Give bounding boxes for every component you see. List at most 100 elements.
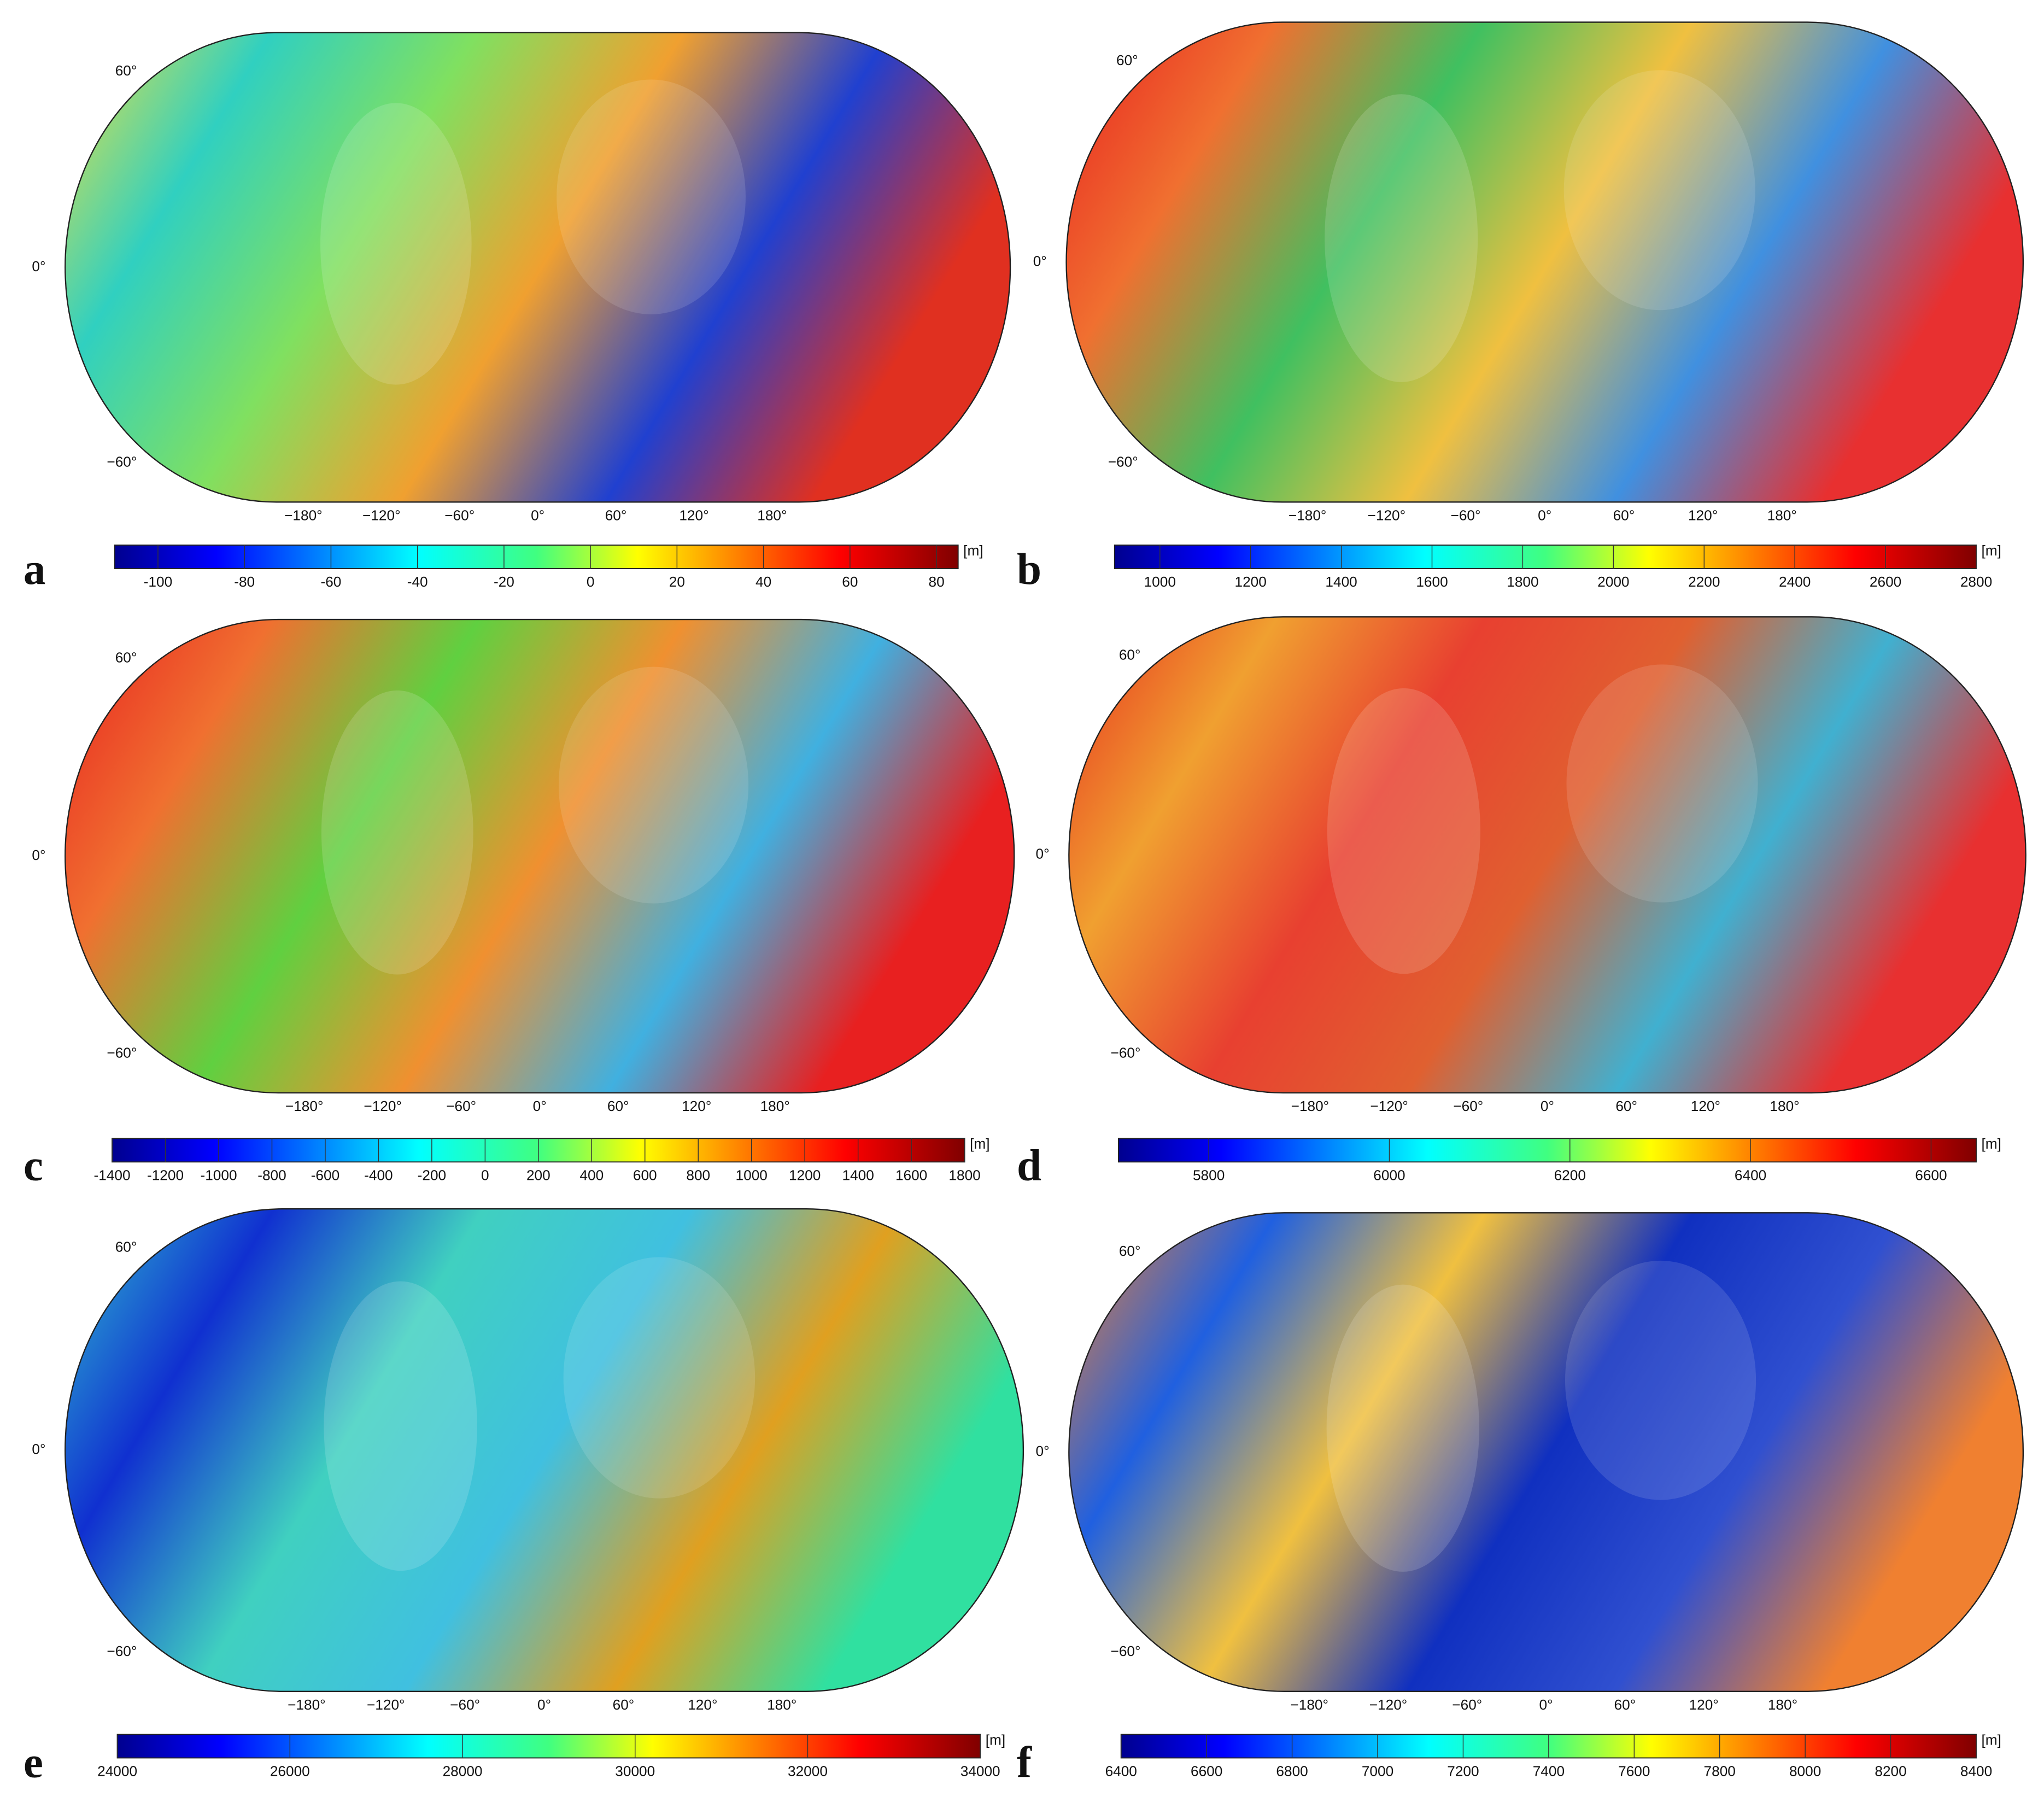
- map-shade: [1563, 70, 1755, 311]
- longitude-label: −60°: [446, 1098, 476, 1114]
- longitude-label: −180°: [1290, 1696, 1328, 1713]
- map-surface: [65, 32, 1011, 503]
- colorbar-tick-label: 32000: [788, 1763, 828, 1780]
- colorbar-tick-label: -600: [311, 1167, 339, 1183]
- colorbar-tick-label: 20: [669, 574, 685, 590]
- longitude-label: −180°: [288, 1696, 326, 1713]
- latitude-label: 60°: [115, 62, 137, 79]
- map-shade: [1327, 688, 1480, 974]
- latitude-label: 0°: [1036, 846, 1050, 862]
- colorbar-tick-label: 6400: [1105, 1763, 1137, 1780]
- colorbar-tick-label: -1400: [94, 1167, 131, 1183]
- colorbar-tick-label: -1000: [200, 1167, 237, 1183]
- longitude-label: 0°: [531, 507, 544, 524]
- colorbar-tick-label: 40: [755, 574, 771, 590]
- colorbar-tick-label: -400: [364, 1167, 393, 1183]
- latitude-label: 0°: [32, 847, 45, 863]
- colorbar-tick-label: 200: [526, 1167, 550, 1183]
- colorbar-tick-label: 8200: [1875, 1763, 1906, 1780]
- latitude-label: 0°: [1033, 253, 1047, 269]
- latitude-label: −60°: [107, 1044, 137, 1061]
- longitude-label: 60°: [1615, 1098, 1637, 1114]
- colorbar-tick-label: -80: [234, 574, 255, 590]
- longitude-label: 60°: [605, 507, 627, 524]
- colorbar-tick-label: 800: [686, 1167, 710, 1183]
- colorbar: [116, 1734, 981, 1759]
- colorbar-tick-label: 1000: [1144, 574, 1176, 590]
- longitude-label: 120°: [682, 1098, 711, 1114]
- longitude-label: 0°: [1539, 1696, 1553, 1713]
- colorbar-tick-label: 1800: [1507, 574, 1538, 590]
- latitude-label: −60°: [107, 454, 137, 470]
- longitude-label: 120°: [1689, 1696, 1719, 1713]
- colorbar-tick-label: 1200: [789, 1167, 821, 1183]
- longitude-label: −60°: [450, 1696, 480, 1713]
- longitude-label: −180°: [1291, 1098, 1330, 1114]
- colorbar-tick-label: 0: [587, 574, 595, 590]
- longitude-label: 180°: [757, 507, 787, 524]
- colorbar-tick-label: 2800: [1960, 574, 1992, 590]
- colorbar-tick-label: -800: [257, 1167, 286, 1183]
- latitude-label: 60°: [1116, 52, 1138, 68]
- colorbar-tick-label: 2600: [1870, 574, 1901, 590]
- colorbar-tick-label: 30000: [615, 1763, 655, 1780]
- longitude-label: 120°: [688, 1696, 717, 1713]
- latitude-label: −60°: [107, 1643, 137, 1659]
- colorbar-tick-label: -100: [144, 574, 172, 590]
- colorbar: [114, 545, 959, 569]
- longitude-label: −120°: [362, 507, 401, 524]
- colorbar-tick-label: 6000: [1373, 1167, 1405, 1183]
- colorbar-tick-label: 26000: [270, 1763, 310, 1780]
- longitude-label: −60°: [1452, 1696, 1482, 1713]
- longitude-label: 60°: [613, 1696, 635, 1713]
- colorbar: [1118, 1138, 1977, 1163]
- longitude-label: 120°: [1691, 1098, 1720, 1114]
- latitude-label: −60°: [1111, 1643, 1141, 1659]
- map-shade: [324, 1281, 477, 1571]
- longitude-label: −60°: [444, 507, 475, 524]
- longitude-label: −120°: [1369, 1696, 1408, 1713]
- colorbar-tick-label: 2200: [1688, 574, 1720, 590]
- latitude-label: 60°: [1119, 1243, 1141, 1259]
- longitude-label: 180°: [1768, 1696, 1797, 1713]
- latitude-label: 0°: [32, 258, 45, 274]
- colorbar-tick-label: 2400: [1779, 574, 1811, 590]
- longitude-label: 60°: [607, 1098, 629, 1114]
- colorbar-tick-label: 400: [579, 1167, 604, 1183]
- colorbar-tick-label: 28000: [443, 1763, 483, 1780]
- longitude-label: −180°: [1289, 507, 1327, 524]
- map-shade: [1565, 1260, 1756, 1500]
- panel-label: b: [1017, 545, 1041, 594]
- colorbar-tick-label: 7000: [1362, 1763, 1393, 1780]
- latitude-label: 60°: [115, 649, 137, 666]
- colorbar-unit: [m]: [970, 1136, 989, 1152]
- latitude-label: 0°: [1036, 1443, 1050, 1459]
- longitude-label: −180°: [284, 507, 323, 524]
- longitude-label: −120°: [367, 1696, 405, 1713]
- colorbar-tick-label: 6600: [1915, 1167, 1947, 1183]
- longitude-label: 180°: [760, 1098, 790, 1114]
- colorbar-unit: [m]: [1982, 542, 2001, 559]
- colorbar-tick-label: 1400: [842, 1167, 874, 1183]
- colorbar-unit: [m]: [1982, 1136, 2001, 1152]
- map-shade: [1566, 664, 1758, 903]
- colorbar-tick-label: 1000: [736, 1167, 768, 1183]
- colorbar-tick-label: 2000: [1597, 574, 1629, 590]
- colorbar-tick-label: -40: [407, 574, 428, 590]
- colorbar-tick-label: -1200: [147, 1167, 184, 1183]
- colorbar-tick-label: -200: [418, 1167, 446, 1183]
- colorbar-tick-label: 1200: [1235, 574, 1267, 590]
- longitude-label: 0°: [1538, 507, 1551, 524]
- colorbar-unit: [m]: [1982, 1731, 2001, 1748]
- longitude-label: −120°: [1368, 507, 1406, 524]
- longitude-label: 180°: [1770, 1098, 1799, 1114]
- panel-label: d: [1017, 1140, 1041, 1190]
- colorbar-tick-label: 7400: [1533, 1763, 1565, 1780]
- map-surface: [1065, 21, 2024, 503]
- latitude-label: −60°: [1108, 454, 1138, 470]
- colorbar-tick-label: 8400: [1960, 1763, 1992, 1780]
- longitude-label: 60°: [1613, 507, 1635, 524]
- map-shade: [557, 79, 746, 314]
- longitude-label: 180°: [767, 1696, 796, 1713]
- longitude-label: 60°: [1614, 1696, 1636, 1713]
